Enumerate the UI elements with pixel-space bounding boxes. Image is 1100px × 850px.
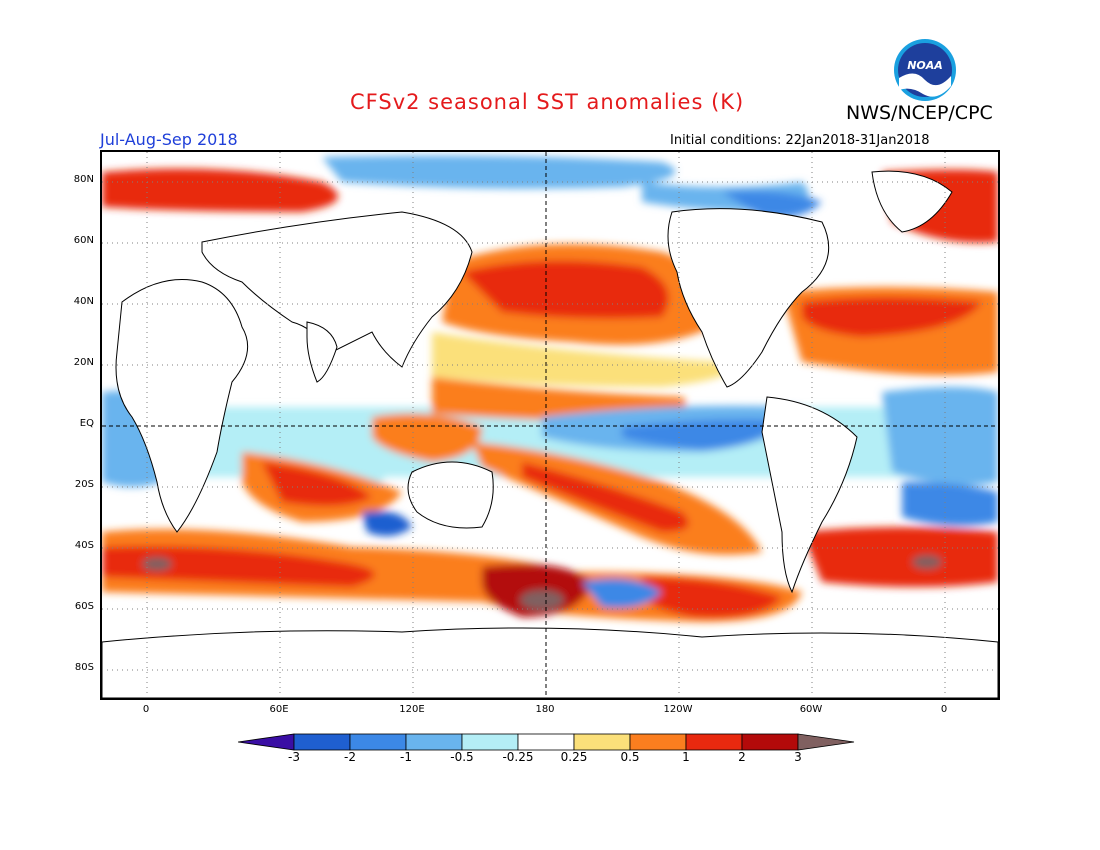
lat-label-40s: 40S: [74, 540, 94, 551]
lon-label-0-east: 0: [940, 704, 948, 715]
colorbar-cell: [349, 733, 407, 751]
colorbar-label: 0.25: [560, 750, 588, 764]
sst-anomaly-map: [100, 150, 1000, 700]
equator-dateline: [102, 152, 998, 698]
lon-label-120w: 120W: [663, 704, 693, 715]
graticule: [102, 152, 998, 698]
agency-label: NWS/NCEP/CPC: [846, 102, 993, 124]
colorbar-cell: [405, 733, 463, 751]
colorbar-label: -3: [288, 750, 300, 764]
lat-label-60s: 60S: [74, 601, 94, 612]
colorbar-label: 1: [682, 750, 690, 764]
colorbar-cell: [573, 733, 631, 751]
colorbar-label: -0.25: [502, 750, 534, 764]
colorbar-cell: [741, 733, 799, 751]
map-canvas: [102, 152, 998, 698]
chart-title: CFSv2 seasonal SST anomalies (K): [350, 90, 745, 114]
lat-label-60n: 60N: [73, 235, 94, 246]
lon-label-180: 180: [535, 704, 555, 715]
colorbar-label: 3: [794, 750, 802, 764]
lat-label-40n: 40N: [73, 296, 94, 307]
initial-conditions-label: Initial conditions: 22Jan2018-31Jan2018: [670, 133, 930, 148]
colorbar-cell: [629, 733, 687, 751]
lat-label-eq: EQ: [79, 418, 94, 429]
lon-label-60e: 60E: [269, 704, 289, 715]
lon-label-60w: 60W: [799, 704, 823, 715]
lat-label-80s: 80S: [74, 662, 94, 673]
colorbar-cell-min: [238, 733, 295, 751]
lon-label-120e: 120E: [399, 704, 425, 715]
colorbar: [238, 733, 855, 751]
land-masses: [102, 170, 998, 698]
colorbar-label: 0.5: [620, 750, 640, 764]
colorbar-cell: [517, 733, 575, 751]
lat-label-20n: 20N: [73, 357, 94, 368]
season-label: Jul-Aug-Sep 2018: [100, 130, 238, 149]
anomaly-field: [102, 155, 998, 622]
noaa-logo: NOAA: [893, 38, 957, 102]
colorbar-cell: [461, 733, 519, 751]
colorbar-label: 2: [738, 750, 746, 764]
colorbar-cell: [293, 733, 351, 751]
colorbar-cell-max: [797, 733, 855, 751]
lon-label-0: 0: [142, 704, 150, 715]
colorbar-label: -2: [344, 750, 356, 764]
lat-label-80n: 80N: [73, 174, 94, 185]
lat-label-20s: 20S: [74, 479, 94, 490]
logo-text: NOAA: [907, 59, 943, 72]
colorbar-label: -1: [400, 750, 412, 764]
colorbar-label: -0.5: [450, 750, 474, 764]
colorbar-cell: [685, 733, 743, 751]
